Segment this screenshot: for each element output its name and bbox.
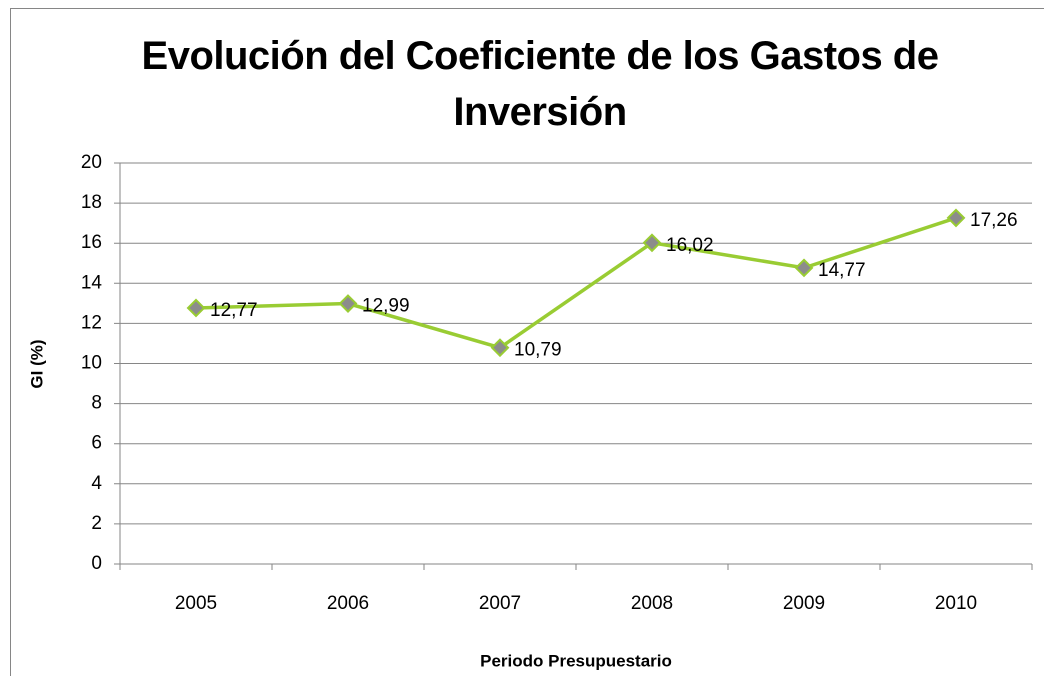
y-tick-label: 14	[81, 272, 103, 293]
data-label: 12,77	[210, 300, 258, 321]
marker	[186, 298, 206, 318]
data-label: 14,77	[818, 260, 866, 281]
x-axis-title: Periodo Presupuestario	[480, 651, 672, 670]
y-tick-label: 0	[91, 553, 102, 574]
series-line	[195, 216, 957, 350]
y-tick-label: 18	[81, 192, 102, 213]
y-axis-title: GI (%)	[27, 339, 46, 388]
y-tick-label: 10	[81, 353, 102, 374]
y-tick-label: 8	[91, 393, 102, 414]
marker	[946, 208, 966, 228]
data-label: 16,02	[666, 235, 714, 256]
chart-title: Evolución del Coeficiente de los Gastos …	[141, 34, 939, 134]
x-tick-label: 2010	[935, 593, 977, 614]
x-tick-label: 2007	[479, 593, 521, 614]
y-tick-label: 12	[81, 312, 102, 333]
data-label: 12,99	[362, 296, 410, 317]
marker	[794, 258, 814, 278]
marker	[338, 294, 358, 313]
x-tick-label: 2009	[783, 593, 825, 614]
data-label: 10,79	[514, 340, 562, 361]
chart-frame	[10, 8, 1044, 676]
x-tick-label: 2008	[631, 593, 673, 614]
data-label: 17,26	[970, 210, 1018, 231]
y-tick-label: 4	[91, 473, 102, 494]
marker	[642, 233, 662, 253]
x-tick-label: 2005	[175, 593, 217, 614]
y-tick-label: 20	[81, 152, 102, 173]
x-tick-label: 2006	[327, 593, 369, 614]
y-tick-label: 16	[81, 232, 102, 253]
y-tick-label: 2	[91, 513, 102, 534]
y-tick-label: 6	[91, 433, 102, 454]
marker	[490, 338, 510, 358]
